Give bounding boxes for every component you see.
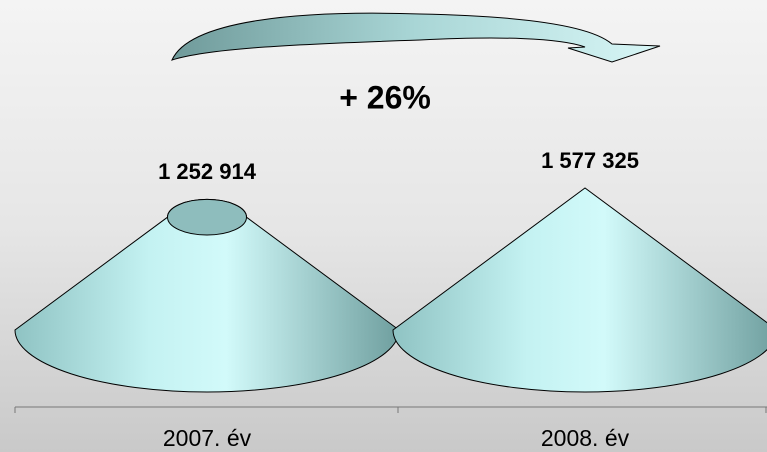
value-label: 1 577 325 — [541, 148, 639, 173]
cone — [392, 187, 767, 393]
x-tick-label: 2007. év — [163, 425, 252, 451]
annotation: + 26% — [339, 79, 431, 115]
arrow — [171, 12, 661, 63]
x-tick-label: 2008. év — [541, 425, 630, 451]
value-label: 1 252 914 — [158, 159, 257, 184]
cone-top — [167, 198, 247, 236]
